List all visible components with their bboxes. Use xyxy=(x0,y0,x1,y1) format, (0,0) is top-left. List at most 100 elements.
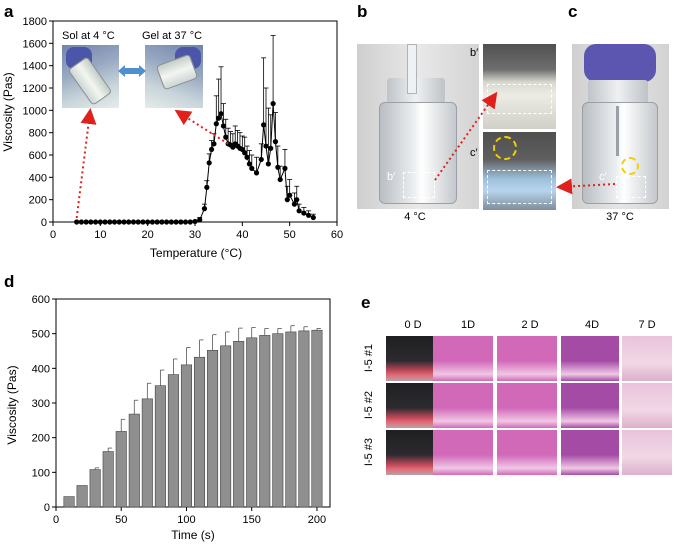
data-point xyxy=(275,164,281,170)
needle xyxy=(616,106,619,156)
data-point xyxy=(149,219,155,225)
data-point xyxy=(130,219,137,225)
data-point xyxy=(97,219,103,225)
y-tick-label: 1800 xyxy=(23,16,47,28)
data-point xyxy=(145,219,151,225)
inset-gel-label: Gel at 37 °C xyxy=(142,30,203,42)
data-point xyxy=(182,219,189,225)
data-point xyxy=(197,217,203,223)
data-point xyxy=(204,184,210,190)
data-point xyxy=(74,219,80,225)
x-tick-label: 50 xyxy=(115,514,127,526)
data-point xyxy=(107,219,113,225)
vial-photo-cell xyxy=(497,336,557,381)
data-point xyxy=(208,146,215,153)
day-column-header: 1D xyxy=(460,319,476,331)
vial-body xyxy=(379,102,457,204)
zoom-photo-b-prime xyxy=(483,44,556,129)
bar xyxy=(259,335,271,508)
y-tick-label: 400 xyxy=(29,172,47,184)
data-point xyxy=(83,219,89,225)
zoom-connectors xyxy=(434,91,616,195)
bar xyxy=(194,356,206,508)
sol-vial-photo xyxy=(62,45,119,108)
zoom-box xyxy=(403,172,435,198)
panel-label-e: e xyxy=(361,293,371,312)
sample-row-label: I-5 #2 xyxy=(363,390,375,419)
caption-4c: 4 °C xyxy=(404,211,426,223)
x-tick-label: 20 xyxy=(142,229,154,241)
data-point xyxy=(121,219,127,225)
y-tick-label: 300 xyxy=(32,398,50,410)
bar xyxy=(311,329,323,508)
bar xyxy=(298,330,310,508)
data-point xyxy=(140,219,146,225)
data-point xyxy=(296,208,302,214)
data-point xyxy=(218,111,224,117)
y-tick-label: 500 xyxy=(32,329,50,341)
panel-label-d: d xyxy=(4,272,15,291)
connector-arrow-b xyxy=(434,91,498,181)
data-point xyxy=(187,219,193,225)
vial-photo-cell xyxy=(497,430,557,475)
vial-photo-37c: c′ xyxy=(572,44,669,209)
pipette xyxy=(407,44,417,94)
bar xyxy=(167,374,179,508)
transition-arrow-icon xyxy=(118,65,146,77)
vial-photo-cell xyxy=(433,383,493,428)
y-tick-label: 0 xyxy=(41,217,47,229)
y-tick-label: 1200 xyxy=(23,83,47,95)
zoom-box-label: b′ xyxy=(387,171,396,183)
data-point xyxy=(126,219,132,225)
x-tick-label: 0 xyxy=(50,229,56,241)
vial-photo-cell xyxy=(386,430,436,475)
data-point xyxy=(265,161,271,167)
bar xyxy=(207,350,219,508)
day-column-header: 7 D xyxy=(638,319,656,331)
data-point xyxy=(135,219,141,225)
data-point xyxy=(301,210,307,216)
y-tick-label: 200 xyxy=(29,195,47,207)
data-point xyxy=(294,197,300,203)
y-tick-label: 600 xyxy=(29,150,47,162)
y-tick-label: 1400 xyxy=(23,61,47,73)
zoom-label-c-prime: c′ xyxy=(470,147,478,159)
x-tick-label: 10 xyxy=(94,229,106,241)
data-point xyxy=(88,219,94,225)
data-point xyxy=(201,206,208,212)
vial-photo-cell xyxy=(433,430,493,475)
data-point xyxy=(310,214,316,221)
vial-photo-cell xyxy=(622,383,672,428)
data-point xyxy=(220,123,226,129)
bar xyxy=(115,431,127,508)
data-point xyxy=(268,145,274,151)
data-point xyxy=(206,160,212,166)
data-point xyxy=(192,218,198,225)
y-tick-label: 200 xyxy=(32,433,50,445)
data-point xyxy=(270,101,276,107)
gel-vial-photo xyxy=(145,45,203,108)
x-tick-label: 0 xyxy=(53,514,59,526)
vial-photo-cell xyxy=(622,430,672,475)
zoom-box-label: c′ xyxy=(599,171,607,183)
vial-photo-cell xyxy=(386,336,436,381)
gel-bead-circle xyxy=(621,157,639,175)
y-tick-label: 400 xyxy=(32,363,50,375)
data-point xyxy=(78,219,84,225)
data-point xyxy=(287,192,293,198)
data-point xyxy=(244,154,250,160)
data-point xyxy=(164,219,170,225)
x-axis-label: Temperature (°C) xyxy=(150,246,242,260)
bar xyxy=(63,496,75,508)
x-tick-label: 200 xyxy=(308,514,326,526)
bar xyxy=(154,385,166,508)
bar xyxy=(128,413,140,508)
viscosity-temperature-chart: 0 10 20 30 40 50 60020040060080010001200140016… xyxy=(1,16,343,260)
data-point xyxy=(93,219,99,225)
x-axis-label: Time (s) xyxy=(171,528,215,542)
data-point xyxy=(253,170,260,176)
caption-37c: 37 °C xyxy=(606,211,634,223)
sample-row-label: I-5 #3 xyxy=(363,437,375,466)
day-column-header: 0 D xyxy=(404,319,422,331)
data-point xyxy=(284,197,290,203)
